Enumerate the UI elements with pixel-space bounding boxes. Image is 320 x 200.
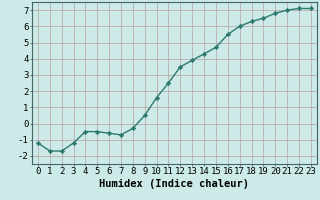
- X-axis label: Humidex (Indice chaleur): Humidex (Indice chaleur): [100, 179, 249, 189]
